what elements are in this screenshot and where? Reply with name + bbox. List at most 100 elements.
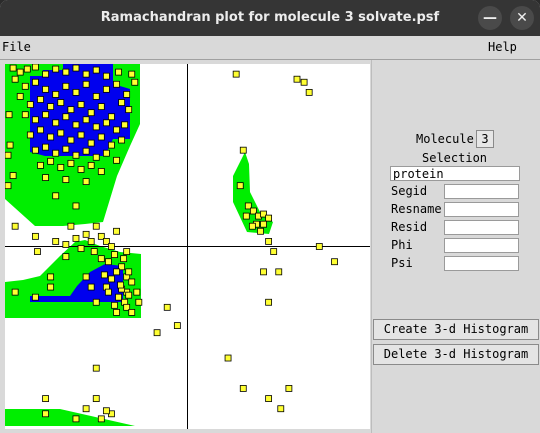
- residue-point[interactable]: [113, 126, 120, 134]
- residue-point[interactable]: [239, 385, 247, 392]
- residue-point[interactable]: [260, 268, 267, 276]
- residue-point[interactable]: [32, 63, 39, 71]
- residue-point[interactable]: [32, 232, 39, 240]
- residue-point[interactable]: [57, 129, 65, 137]
- residue-point[interactable]: [87, 139, 95, 147]
- residue-point[interactable]: [92, 123, 100, 131]
- residue-point[interactable]: [285, 385, 293, 392]
- residue-point[interactable]: [131, 78, 139, 86]
- residue-point[interactable]: [120, 255, 128, 263]
- residue-point[interactable]: [123, 248, 131, 255]
- residue-point[interactable]: [102, 85, 110, 93]
- residue-point[interactable]: [153, 329, 161, 337]
- residue-point[interactable]: [232, 70, 240, 78]
- residue-point[interactable]: [77, 131, 85, 139]
- residue-point[interactable]: [102, 149, 110, 157]
- residue-point[interactable]: [62, 176, 70, 183]
- residue-point[interactable]: [21, 82, 29, 90]
- residue-point[interactable]: [111, 301, 118, 309]
- residue-point[interactable]: [125, 291, 133, 299]
- residue-point[interactable]: [9, 64, 17, 72]
- residue-point[interactable]: [121, 121, 129, 129]
- residue-point[interactable]: [163, 303, 171, 311]
- resname-field[interactable]: [444, 202, 519, 217]
- residue-point[interactable]: [315, 243, 323, 250]
- residue-point[interactable]: [108, 113, 115, 121]
- residue-point[interactable]: [92, 298, 100, 306]
- residue-point[interactable]: [102, 119, 110, 127]
- residue-point[interactable]: [135, 298, 143, 306]
- residue-point[interactable]: [108, 275, 115, 283]
- residue-point[interactable]: [52, 91, 60, 98]
- residue-point[interactable]: [102, 72, 110, 80]
- residue-point[interactable]: [72, 202, 80, 210]
- residue-point[interactable]: [173, 322, 181, 329]
- residue-point[interactable]: [62, 113, 70, 121]
- menu-file[interactable]: File: [2, 40, 31, 54]
- residue-point[interactable]: [82, 147, 90, 155]
- residue-point[interactable]: [62, 68, 70, 76]
- residue-point[interactable]: [128, 278, 136, 286]
- residue-point[interactable]: [32, 78, 39, 86]
- residue-point[interactable]: [265, 214, 273, 222]
- residue-point[interactable]: [90, 248, 98, 255]
- residue-point[interactable]: [37, 161, 44, 169]
- residue-point[interactable]: [300, 78, 308, 86]
- selection-input[interactable]: [390, 166, 520, 181]
- residue-point[interactable]: [123, 303, 131, 311]
- residue-point[interactable]: [67, 159, 75, 167]
- residue-point[interactable]: [97, 232, 105, 240]
- residue-point[interactable]: [113, 227, 120, 235]
- residue-point[interactable]: [52, 149, 60, 157]
- residue-point[interactable]: [123, 91, 131, 98]
- residue-point[interactable]: [113, 80, 120, 88]
- residue-point[interactable]: [77, 245, 85, 252]
- molecule-selector[interactable]: 3: [476, 130, 494, 148]
- phi-field[interactable]: [444, 238, 519, 253]
- residue-point[interactable]: [52, 192, 60, 200]
- residue-point[interactable]: [115, 293, 122, 301]
- residue-point[interactable]: [26, 101, 34, 108]
- residue-point[interactable]: [305, 88, 313, 96]
- residue-point[interactable]: [62, 241, 70, 248]
- residue-point[interactable]: [62, 145, 70, 153]
- residue-point[interactable]: [5, 111, 13, 119]
- delete-histogram-button[interactable]: Delete 3-d Histogram: [373, 344, 539, 365]
- residue-point[interactable]: [62, 253, 70, 261]
- resid-field[interactable]: [444, 220, 519, 235]
- residue-point[interactable]: [118, 99, 125, 106]
- residue-point[interactable]: [11, 288, 19, 296]
- residue-point[interactable]: [244, 202, 252, 210]
- residue-point[interactable]: [97, 168, 105, 175]
- residue-point[interactable]: [133, 288, 141, 296]
- residue-point[interactable]: [26, 131, 34, 139]
- residue-point[interactable]: [82, 70, 90, 78]
- residue-point[interactable]: [97, 415, 105, 423]
- residue-point[interactable]: [72, 121, 80, 129]
- residue-point[interactable]: [67, 222, 75, 230]
- residue-point[interactable]: [47, 103, 55, 110]
- residue-point[interactable]: [128, 70, 136, 78]
- residue-point[interactable]: [105, 258, 112, 266]
- residue-point[interactable]: [87, 109, 95, 117]
- residue-point[interactable]: [6, 141, 14, 149]
- residue-point[interactable]: [42, 111, 49, 119]
- residue-point[interactable]: [97, 103, 105, 110]
- residue-point[interactable]: [125, 106, 133, 114]
- residue-point[interactable]: [67, 136, 75, 144]
- residue-point[interactable]: [57, 164, 65, 171]
- psi-field[interactable]: [444, 256, 519, 271]
- residue-point[interactable]: [117, 281, 124, 289]
- residue-point[interactable]: [92, 364, 100, 372]
- residue-point[interactable]: [37, 96, 44, 103]
- title-bar[interactable]: Ramachandran plot for molecule 3 solvate…: [0, 0, 540, 36]
- residue-point[interactable]: [4, 182, 12, 190]
- data-points[interactable]: [4, 63, 338, 423]
- residue-point[interactable]: [125, 268, 133, 276]
- residue-point[interactable]: [42, 143, 49, 151]
- residue-point[interactable]: [62, 82, 70, 90]
- residue-point[interactable]: [260, 220, 267, 228]
- residue-point[interactable]: [32, 116, 39, 124]
- residue-point[interactable]: [4, 151, 12, 159]
- residue-point[interactable]: [11, 75, 19, 83]
